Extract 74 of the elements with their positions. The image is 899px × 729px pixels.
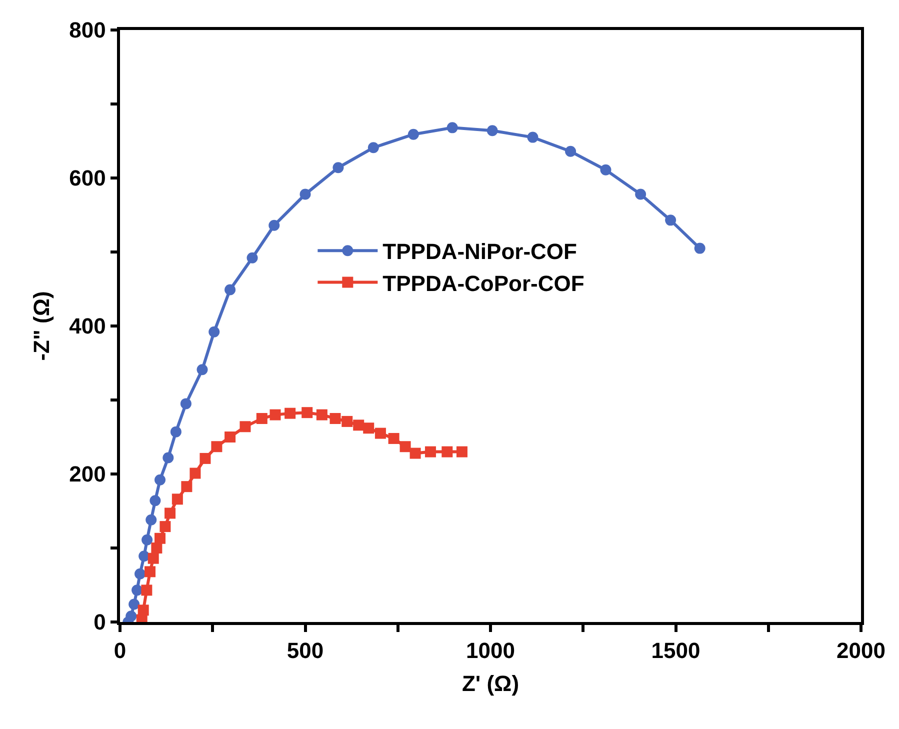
point [353,420,364,431]
point [196,364,208,376]
point [368,142,379,154]
point [284,408,296,419]
point [170,426,182,438]
point [565,146,576,157]
point [128,598,140,610]
y-tick-label: 400 [69,314,106,339]
point [424,446,436,458]
point [408,128,419,140]
point [150,495,161,506]
point [330,413,341,424]
y-tick-label: 800 [69,18,106,43]
point [154,474,166,486]
point [665,214,676,226]
point [142,534,153,546]
point [208,326,220,338]
point [148,552,159,564]
legend-label: TPPDA-CoPor-COF [382,270,584,296]
point [486,125,498,136]
point [132,584,143,596]
point [694,242,706,254]
point [374,428,386,439]
point [154,532,166,544]
point [363,422,374,434]
point [224,432,236,442]
x-tick-label: 0 [114,638,126,664]
point [146,514,157,526]
point [600,164,612,176]
point [190,468,201,479]
legend-label: TPPDA-NiPor-COF [382,239,577,264]
point [180,398,192,410]
y-tick-label: 200 [69,462,106,487]
point [388,432,400,444]
point [172,494,183,505]
x-tick-label: 500 [286,638,324,664]
point [138,604,149,616]
point [256,413,268,424]
point [211,441,222,452]
point [442,446,453,458]
point [134,568,146,580]
point [151,542,162,554]
point [246,252,258,264]
point [268,220,280,231]
point [316,409,328,420]
point [446,122,458,134]
point [240,421,251,432]
point [410,448,421,459]
y-tick-label: 600 [69,166,106,191]
point [200,452,211,464]
x-axis-title: Z' (Ω) [462,671,520,696]
point [270,409,281,420]
y-axis-title: -Z" (Ω) [28,291,54,361]
point [527,132,538,143]
point [141,584,152,596]
point [224,284,236,296]
point [138,550,150,562]
point [144,566,156,578]
y-tick-label: 0 [94,610,106,635]
point [400,441,411,452]
point [300,188,311,200]
point [181,481,192,492]
point [302,407,313,418]
x-tick-label: 1500 [651,638,700,664]
point [162,452,174,464]
x-tick-label: 1000 [466,638,515,664]
point [160,521,171,532]
point [456,446,468,458]
point [332,162,344,174]
point [635,188,646,200]
point [164,508,176,519]
point [126,610,137,622]
point [342,416,353,427]
x-tick-label: 2000 [836,638,886,664]
